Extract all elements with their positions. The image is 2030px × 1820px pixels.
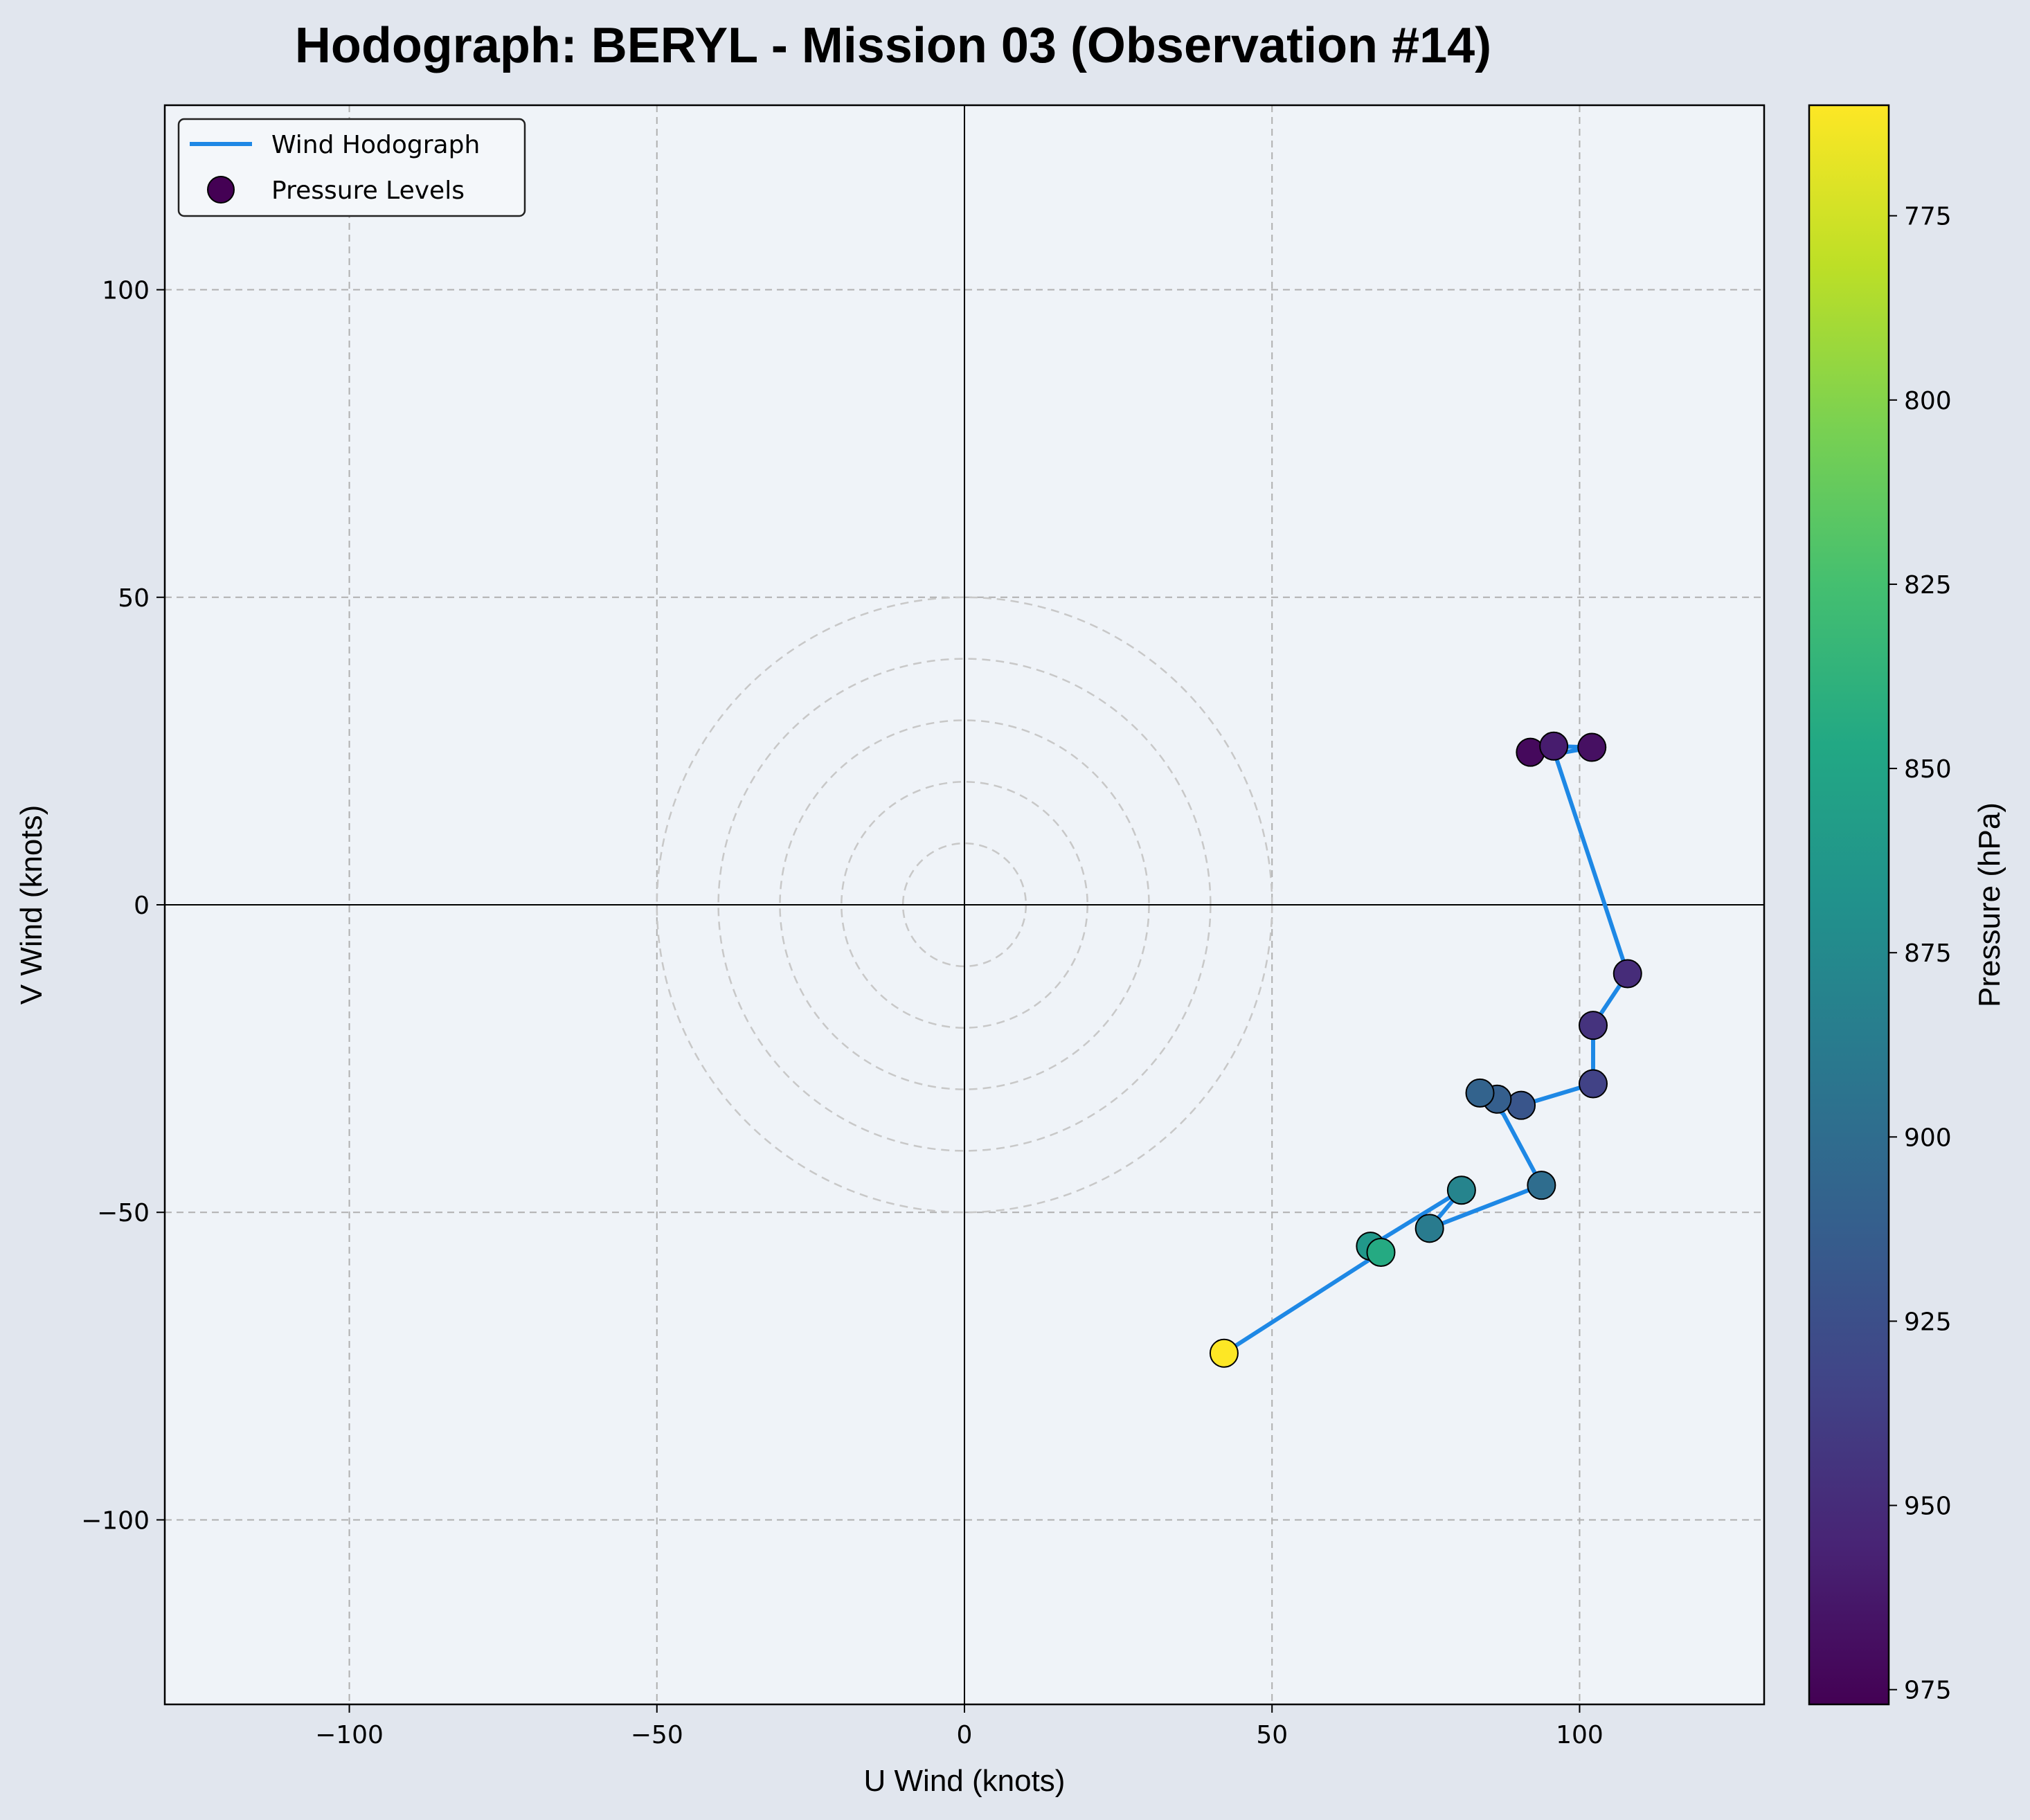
grid-lines — [165, 105, 1764, 1704]
y-axis-ticks: −100 −50 0 50 100 — [81, 277, 165, 1535]
series-layer — [1209, 731, 1642, 1368]
x-tick-label: 50 — [1256, 1721, 1288, 1749]
x-tick-label: −100 — [315, 1721, 384, 1749]
colorbar-tick-label: 875 — [1904, 939, 1952, 968]
x-axis-label: U Wind (knots) — [864, 1764, 1066, 1798]
y-tick-label: −50 — [97, 1199, 150, 1227]
legend-marker-swatch — [207, 176, 235, 204]
zero-axis-lines — [165, 105, 1764, 1704]
legend-label-hodograph: Wind Hodograph — [271, 131, 480, 159]
pressure-level-point — [1577, 732, 1607, 762]
colorbar-tick-label: 775 — [1904, 203, 1952, 231]
colorbar-tick-label: 850 — [1904, 755, 1952, 784]
pressure-level-point — [1366, 1237, 1396, 1267]
pressure-level-point — [1465, 1078, 1495, 1108]
pressure-level-point — [1209, 1338, 1239, 1368]
colorbar-ticks: 775 800 825 850 875 900 925 950 975 — [1889, 203, 1952, 1705]
x-tick-label: 100 — [1556, 1721, 1604, 1749]
y-tick-label: −100 — [81, 1506, 150, 1535]
colorbar-tick-label: 975 — [1904, 1677, 1952, 1705]
legend-box — [177, 118, 526, 217]
y-axis-label: V Wind (knots) — [15, 805, 48, 1005]
pressure-level-point — [1414, 1214, 1444, 1243]
colorbar-tick-label: 900 — [1904, 1124, 1952, 1152]
y-tick-label: 100 — [102, 277, 150, 305]
colorbar-tick-label: 925 — [1904, 1308, 1952, 1336]
colorbar-tick-label: 800 — [1904, 387, 1952, 415]
x-tick-label: −50 — [631, 1721, 683, 1749]
legend-label-pressure: Pressure Levels — [271, 177, 465, 205]
colorbar: 775 800 825 850 875 900 925 950 975 Pressure (hP… — [1808, 104, 2006, 1706]
pressure-level-point — [1579, 1069, 1608, 1099]
pressure-level-point — [1579, 1011, 1608, 1040]
colorbar-tick-label: 950 — [1904, 1493, 1952, 1521]
y-tick-label: 50 — [118, 584, 150, 613]
pressure-level-point — [1613, 959, 1642, 989]
x-tick-label: 0 — [957, 1721, 973, 1749]
chart-title: Hodograph: BERYL - Mission 03 (Observati… — [295, 18, 1491, 73]
y-tick-label: 0 — [134, 892, 150, 920]
x-axis-ticks: −100 −50 0 50 100 — [315, 1704, 1604, 1749]
pressure-level-point — [1527, 1171, 1556, 1200]
legend: Wind Hodograph Pressure Levels — [177, 118, 526, 217]
colorbar-tick-label: 825 — [1904, 571, 1952, 600]
pressure-level-point — [1539, 731, 1569, 761]
colorbar-bar — [1808, 104, 1890, 1706]
colorbar-label: Pressure (hPa) — [1973, 802, 2006, 1007]
pressure-level-point — [1446, 1175, 1476, 1205]
pressure-level-point — [1507, 1090, 1536, 1120]
